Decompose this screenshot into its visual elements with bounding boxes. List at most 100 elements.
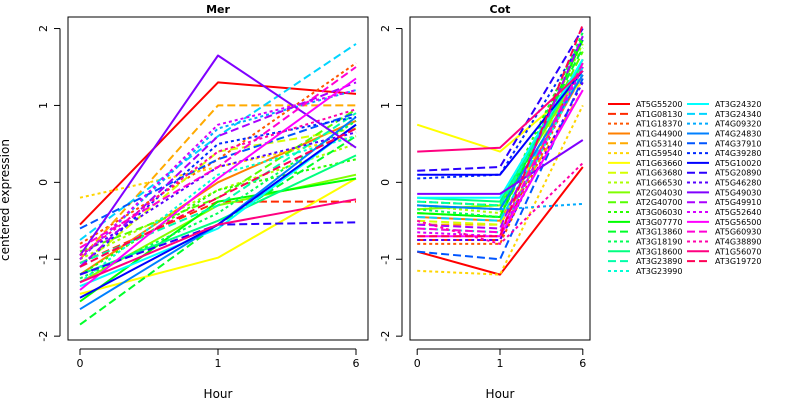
series-line: [417, 58, 584, 241]
legend-label: AT5G60930: [715, 228, 761, 237]
legend-item: AT3G19720: [687, 257, 761, 266]
legend-label: AT5G46280: [715, 179, 761, 188]
legend-item: AT1G66530: [608, 179, 682, 188]
legend-item: AT2G04030: [608, 188, 682, 197]
legend-item: AT3G18600: [608, 247, 682, 256]
legend-item: AT5G49030: [687, 188, 761, 197]
legend-label: AT5G55200: [636, 100, 682, 109]
legend-item: AT5G46280: [687, 179, 761, 188]
legend-label: AT3G19720: [715, 257, 761, 266]
legend-item: AT3G06030: [608, 208, 682, 217]
panel-cot: Cot 0 1 6 Hour -2 -1 0 1 2: [379, 3, 591, 400]
legend-label: AT3G24340: [715, 110, 761, 119]
legend-item: AT1G63660: [608, 159, 682, 168]
legend-item: AT5G60930: [687, 228, 761, 237]
legend-item: AT1G53140: [608, 139, 682, 148]
y-tick-label: -1: [379, 254, 392, 265]
legend-item: AT4G09320: [687, 120, 761, 129]
series-line: [79, 112, 357, 230]
series-group: [79, 43, 357, 326]
x-tick-label: 1: [497, 357, 504, 370]
series-line: [417, 62, 584, 234]
series-line: [417, 27, 584, 172]
legend-item: AT1G18370: [608, 120, 682, 129]
series-line: [79, 108, 357, 253]
series-line: [417, 58, 584, 207]
series-line: [416, 162, 584, 245]
x-axis-label: Hour: [204, 387, 233, 400]
legend-label: AT3G07770: [636, 218, 682, 227]
series-line: [417, 139, 584, 195]
y-tick-label: 1: [379, 102, 392, 109]
legend-label: AT1G63660: [636, 159, 682, 168]
series-line: [79, 135, 357, 199]
legend-item: AT3G23990: [608, 267, 682, 276]
legend-item: AT1G56070: [687, 247, 761, 256]
y-tick-label: 2: [37, 25, 50, 32]
x-tick-label: 0: [77, 357, 84, 370]
legend-label: AT5G52640: [715, 208, 761, 217]
chart-panels: Mer 0 1 6 Hour -2 -1 0 1 2 Cot 0 1 6 Hour -2 -1 0 1 2: [37, 3, 591, 400]
legend-item: AT4G38890: [687, 237, 761, 246]
legend-item: AT3G07770: [608, 218, 682, 227]
legend-item: AT4G37910: [687, 139, 761, 148]
series-line: [417, 70, 584, 176]
panel-mer: Mer 0 1 6 Hour -2 -1 0 1 2: [37, 3, 369, 400]
legend-item: AT4G24830: [687, 129, 761, 138]
legend-item: AT5G20890: [687, 169, 761, 178]
legend-item: AT2G40700: [608, 198, 682, 207]
series-line: [79, 177, 357, 303]
legend-label: AT1G18370: [636, 120, 682, 129]
panel-title: Cot: [490, 3, 511, 16]
plot-frame: [67, 16, 369, 341]
series-line: [417, 35, 584, 230]
legend-item: AT5G49910: [687, 198, 761, 207]
legend-item: AT1G44900: [608, 129, 682, 138]
series-line: [417, 31, 584, 218]
series-line: [79, 81, 357, 226]
legend-item: AT1G63680: [608, 169, 682, 178]
y-tick-label: -2: [37, 331, 50, 342]
legend-item: AT5G55200: [608, 100, 682, 109]
legend-label: AT3G13860: [636, 228, 682, 237]
legend-label: AT5G56500: [715, 218, 761, 227]
y-tick-label: 2: [379, 25, 392, 32]
y-tick-label: 0: [37, 179, 50, 186]
series-line: [79, 198, 357, 284]
legend-item: AT3G23890: [608, 257, 682, 266]
y-tick-label: -1: [37, 254, 50, 265]
series-line: [79, 154, 357, 276]
legend-label: AT4G39280: [715, 149, 761, 158]
legend-label: AT1G44900: [636, 129, 682, 138]
x-tick-label: 0: [414, 357, 421, 370]
legend-item: AT3G13860: [608, 228, 682, 237]
legend-label: AT4G38890: [715, 237, 761, 246]
legend-label: AT5G10020: [715, 159, 761, 168]
series-line: [79, 123, 357, 288]
legend-item: AT5G56500: [687, 218, 761, 227]
x-axis-label: Hour: [486, 387, 515, 400]
legend-item: AT1G08130: [608, 110, 682, 119]
legend: AT5G55200AT1G08130AT1G18370AT1G44900AT1G…: [608, 100, 761, 276]
series-line: [79, 43, 357, 241]
legend-label: AT1G08130: [636, 110, 682, 119]
plot-frame: [409, 16, 591, 341]
legend-label: AT3G24320: [715, 100, 761, 109]
series-line: [79, 127, 357, 268]
legend-label: AT1G59540: [636, 149, 682, 158]
series-line: [416, 166, 584, 276]
legend-label: AT3G23990: [636, 267, 682, 276]
legend-label: AT3G06030: [636, 208, 682, 217]
series-line: [417, 89, 584, 226]
legend-label: AT4G09320: [715, 120, 761, 129]
y-tick-label: -2: [379, 331, 392, 342]
legend-label: AT2G04030: [636, 188, 682, 197]
x-tick-label: 6: [579, 357, 586, 370]
legend-item: AT3G24340: [687, 110, 761, 119]
legend-label: AT1G56070: [715, 247, 761, 256]
x-tick-label: 6: [353, 357, 360, 370]
legend-label: AT4G37910: [715, 139, 761, 148]
legend-label: AT4G24830: [715, 129, 761, 138]
panel-title: Mer: [206, 3, 230, 16]
